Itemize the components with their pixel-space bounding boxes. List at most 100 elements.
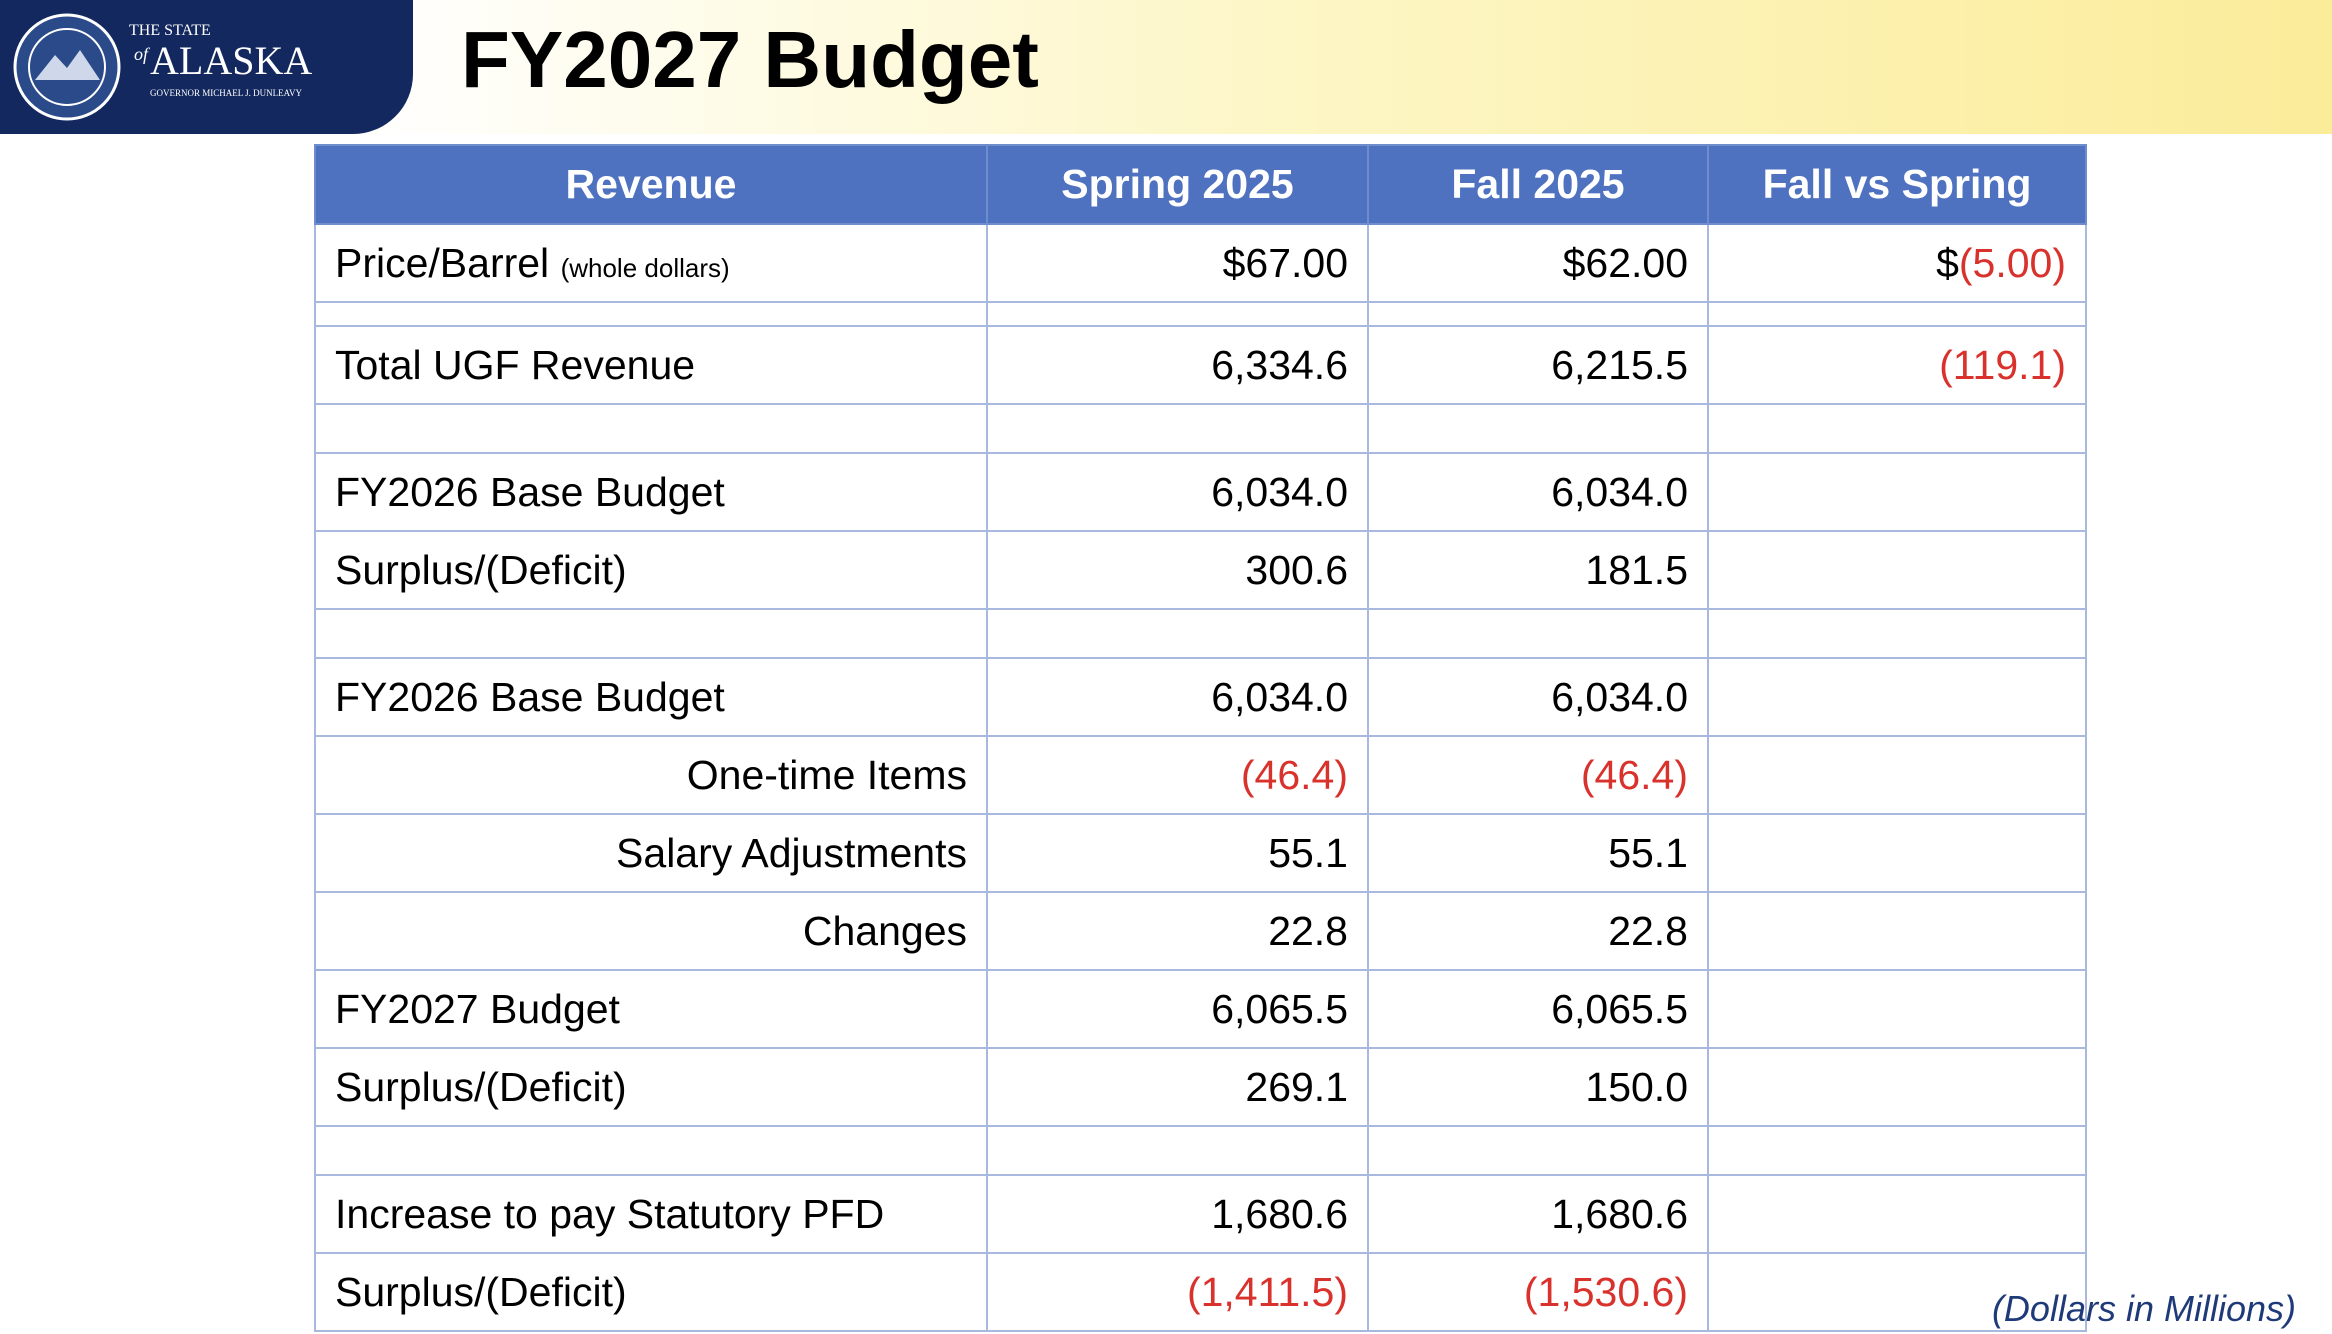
row-label: Price/Barrel: [335, 239, 550, 286]
empty-cell: [1367, 608, 1709, 659]
footnote: (Dollars in Millions): [1991, 1288, 2296, 1329]
label-note: (whole dollars): [560, 252, 730, 283]
empty-cell: [986, 1125, 1369, 1176]
label-cell: Changes: [314, 891, 988, 971]
cell-value: (1,530.6): [1523, 1268, 1688, 1315]
spacer-row: [314, 301, 2087, 327]
value-cell: 6,034.0: [1367, 657, 1709, 737]
value-cell: 6,034.0: [986, 452, 1369, 532]
logo-line1: THE STATE: [129, 22, 211, 39]
table-row: Increase to pay Statutory PFD 1,680.6 1,68…: [314, 1174, 2087, 1254]
title: FY2027 Budget: [461, 15, 1039, 104]
table-row: Total UGF Revenue 6,334.6 6,215.5 (119.1): [314, 325, 2087, 405]
empty-cell: [314, 608, 988, 659]
cell-value: 6,334.6: [1211, 341, 1348, 388]
label-cell: Increase to pay Statutory PFD: [314, 1174, 988, 1254]
value-cell: 150.0: [1367, 1047, 1709, 1127]
row-label: Surplus/(Deficit): [335, 1063, 627, 1110]
row-label: Surplus/(Deficit): [335, 546, 627, 593]
spacer-row: [314, 608, 2087, 659]
value-cell: 1,680.6: [986, 1174, 1369, 1254]
value-cell: 6,034.0: [986, 657, 1369, 737]
row-label: Changes: [802, 907, 967, 954]
empty-cell: [1707, 301, 2087, 327]
table-row: FY2026 Base Budget 6,034.0 6,034.0: [314, 452, 2087, 532]
header-row: Revenue Spring 2025 Fall 2025 Fall vs Sp…: [314, 144, 2087, 225]
logo: THE STATE of ALASKA GOVERNOR MICHAEL J. …: [0, 0, 413, 134]
value-cell: 6,334.6: [986, 325, 1369, 405]
cell-value: (46.4): [1240, 751, 1348, 798]
row-label: FY2026 Base Budget: [335, 468, 725, 515]
table-row: Salary Adjustments 55.1 55.1: [314, 813, 2087, 893]
seal-mountains: [35, 50, 100, 80]
empty-cell: [1367, 301, 1709, 327]
cell-value: (119.1): [1939, 341, 2066, 388]
cell-value: 181.5: [1585, 546, 1688, 593]
label-cell: FY2027 Budget: [314, 969, 988, 1049]
budget-table: Revenue Spring 2025 Fall 2025 Fall vs Sp…: [314, 144, 2087, 1332]
value-cell: [1707, 1047, 2087, 1127]
value-cell: [1707, 969, 2087, 1049]
empty-cell: [314, 1125, 988, 1176]
label-cell: Surplus/(Deficit): [314, 1252, 988, 1332]
cell-value: 6,215.5: [1551, 341, 1688, 388]
empty-cell: [1367, 403, 1709, 454]
label-cell: FY2026 Base Budget: [314, 657, 988, 737]
empty-cell: [314, 403, 988, 454]
value-cell: 6,215.5: [1367, 325, 1709, 405]
empty-cell: [1367, 1125, 1709, 1176]
column-header: Fall vs Spring: [1707, 144, 2087, 225]
table-row: Changes 22.8 22.8: [314, 891, 2087, 971]
cell-value: (46.4): [1580, 751, 1688, 798]
cell-value: $67.00: [1222, 239, 1348, 286]
cell-value: 6,034.0: [1551, 673, 1688, 720]
cell-value: 6,034.0: [1211, 468, 1348, 515]
row-label: Salary Adjustments: [616, 829, 967, 876]
value-cell: 55.1: [986, 813, 1369, 893]
row-label: Surplus/(Deficit): [335, 1268, 627, 1315]
row-label: FY2026 Base Budget: [335, 673, 725, 720]
seal-ring: [28, 28, 106, 106]
value-cell: 22.8: [986, 891, 1369, 971]
table-row: Surplus/(Deficit) (1,411.5) (1,530.6): [314, 1252, 2087, 1332]
value-cell: (46.4): [986, 735, 1369, 815]
value-cell: $62.00: [1367, 223, 1709, 303]
table-row: Price/Barrel (whole dollars) $67.00 $62.00…: [314, 223, 2087, 303]
value-cell: 6,034.0: [1367, 452, 1709, 532]
value-cell: (46.4): [1367, 735, 1709, 815]
cell-value: 300.6: [1245, 546, 1348, 593]
value-cell: 300.6: [986, 530, 1369, 610]
empty-cell: [986, 301, 1369, 327]
cell-value: (5.00): [1958, 239, 2066, 286]
value-cell: [1707, 1174, 2087, 1254]
cell-value: $62.00: [1562, 239, 1688, 286]
cell-value: 55.1: [1608, 829, 1688, 876]
value-cell: 269.1: [986, 1047, 1369, 1127]
value-cell: [1707, 891, 2087, 971]
empty-cell: [986, 403, 1369, 454]
column-header: Spring 2025: [986, 144, 1369, 225]
value-cell: 55.1: [1367, 813, 1709, 893]
value-cell: (1,530.6): [1367, 1252, 1709, 1332]
column-header: Revenue: [314, 144, 988, 225]
empty-cell: [986, 608, 1369, 659]
cell-value: 22.8: [1608, 907, 1688, 954]
table-row: Surplus/(Deficit) 269.1 150.0: [314, 1047, 2087, 1127]
value-cell: (119.1): [1707, 325, 2087, 405]
empty-cell: [1707, 608, 2087, 659]
logo-of: of: [134, 44, 151, 64]
cell-value: 6,034.0: [1211, 673, 1348, 720]
label-cell: FY2026 Base Budget: [314, 452, 988, 532]
value-cell: [1707, 813, 2087, 893]
value-cell: 6,065.5: [986, 969, 1369, 1049]
logo-governor: GOVERNOR MICHAEL J. DUNLEAVY: [150, 88, 302, 98]
row-label: FY2027 Budget: [335, 985, 620, 1032]
value-cell: 181.5: [1367, 530, 1709, 610]
table-row: FY2026 Base Budget 6,034.0 6,034.0: [314, 657, 2087, 737]
cell-value: 1,680.6: [1551, 1190, 1688, 1237]
value-cell: [1707, 1252, 2087, 1332]
table-row: One-time Items (46.4) (46.4): [314, 735, 2087, 815]
empty-cell: [1707, 403, 2087, 454]
cell-value: 55.1: [1268, 829, 1348, 876]
cell-value: 22.8: [1268, 907, 1348, 954]
